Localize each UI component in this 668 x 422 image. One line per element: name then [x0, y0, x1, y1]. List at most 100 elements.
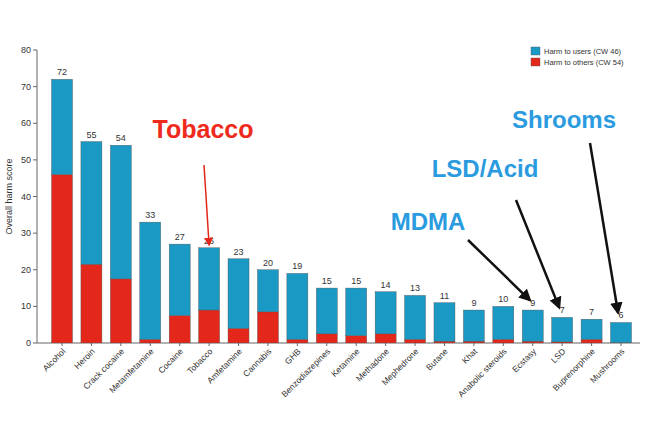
bar-segment — [81, 142, 102, 265]
total-label: 72 — [57, 67, 67, 77]
total-label: 33 — [145, 210, 155, 220]
total-label: 27 — [175, 232, 185, 242]
bar-segment — [228, 259, 249, 329]
bar-segment — [199, 248, 220, 310]
total-label: 15 — [322, 276, 332, 286]
x-tick-label: Heroin — [72, 346, 97, 371]
x-tick-label: Cannabis — [241, 346, 273, 378]
bar-segment — [52, 79, 73, 174]
x-tick-label: Tobacco — [185, 346, 215, 376]
x-tick — [356, 343, 357, 346]
bar-segment — [140, 222, 161, 339]
bar-segment — [375, 292, 396, 334]
y-tick-label: 50 — [21, 155, 31, 165]
x-tick-label: Alcohol — [41, 346, 68, 373]
annotation: Tobacco — [153, 115, 254, 143]
legend-label: Harm to others (CW 54) — [544, 58, 624, 67]
x-tick — [532, 343, 533, 346]
y-tick — [33, 343, 37, 344]
x-tick-label: Ecstasy — [510, 346, 539, 375]
x-tick-label: Mephedrone — [380, 346, 421, 387]
x-tick — [591, 343, 592, 346]
y-tick — [33, 123, 37, 124]
bar-segment — [228, 328, 249, 343]
bar-segment — [316, 288, 337, 334]
bar-segment — [81, 264, 102, 343]
x-tick — [120, 343, 121, 346]
x-tick-label: Khat — [460, 346, 480, 366]
total-label: 15 — [351, 276, 361, 286]
bars — [52, 79, 632, 343]
total-label: 10 — [498, 294, 508, 304]
y-tick-label: 40 — [21, 192, 31, 202]
x-tick — [209, 343, 210, 346]
x-tick-label: GHB — [283, 346, 303, 366]
x-tick-label: Mushrooms — [588, 346, 626, 384]
x-tick-label: Buprenorphine — [550, 346, 597, 393]
x-tick-label: Metamfetamine — [107, 346, 156, 395]
total-label: 54 — [116, 133, 126, 143]
x-tick — [473, 343, 474, 346]
total-label: 11 — [440, 291, 449, 301]
x-tick — [91, 343, 92, 346]
bar-segment — [346, 336, 367, 343]
x-tick-label: Butane — [424, 346, 450, 372]
total-label: 9 — [471, 298, 476, 308]
total-label: 23 — [234, 247, 244, 257]
total-label: 19 — [292, 261, 302, 271]
total-label: 7 — [560, 305, 565, 315]
x-tick — [562, 343, 563, 346]
bar-segment — [581, 339, 602, 343]
y-tick — [33, 159, 37, 160]
bar-segment — [375, 334, 396, 343]
y-tick — [33, 86, 37, 87]
y-tick-label: 30 — [21, 228, 31, 238]
x-tick — [238, 343, 239, 346]
bar-segment — [405, 295, 426, 339]
x-tick-label: LSD — [549, 346, 568, 365]
x-tick — [62, 343, 63, 346]
y-tick-label: 0 — [26, 338, 31, 348]
bar-segment — [199, 310, 220, 343]
bar-segment — [140, 339, 161, 343]
total-label: 6 — [618, 310, 623, 320]
legend-swatch — [531, 47, 540, 55]
x-tick — [326, 343, 327, 346]
annotation: LSD/Acid — [432, 155, 539, 182]
bar-segment — [287, 339, 308, 343]
total-label: 55 — [86, 130, 96, 140]
total-label: 9 — [530, 298, 535, 308]
bar-segment — [552, 317, 573, 342]
bar-segment — [434, 341, 455, 343]
total-label: 13 — [410, 283, 420, 293]
bar-segment — [522, 310, 543, 341]
bar-segment — [463, 310, 484, 341]
legend-swatch — [531, 58, 540, 66]
x-tick-label: Cocaine — [156, 346, 185, 375]
bar-segment — [110, 279, 131, 343]
x-tick — [385, 343, 386, 346]
annotation-arrow — [590, 143, 618, 312]
x-tick — [503, 343, 504, 346]
y-tick — [33, 306, 37, 307]
annotation-arrow — [516, 200, 559, 307]
y-tick-label: 70 — [21, 82, 31, 92]
y-tick-label: 80 — [21, 45, 31, 55]
bar-segment — [493, 306, 514, 339]
bar-segment — [257, 312, 278, 343]
y-tick-label: 60 — [21, 118, 31, 128]
y-tick-label: 20 — [21, 265, 31, 275]
x-tick — [297, 343, 298, 346]
x-tick-label: Benzodiazepines — [279, 346, 332, 399]
x-tick — [267, 343, 268, 346]
x-tick — [444, 343, 445, 346]
annotation: Shrooms — [512, 106, 616, 133]
y-axis-title: Overall harm score — [4, 158, 14, 234]
bar-segment — [257, 270, 278, 312]
bar-segment — [405, 339, 426, 343]
y-tick — [33, 269, 37, 270]
annotation-arrow — [468, 240, 530, 300]
bar-segment — [287, 273, 308, 339]
bar-segment — [493, 339, 514, 343]
bar-segment — [522, 341, 543, 343]
